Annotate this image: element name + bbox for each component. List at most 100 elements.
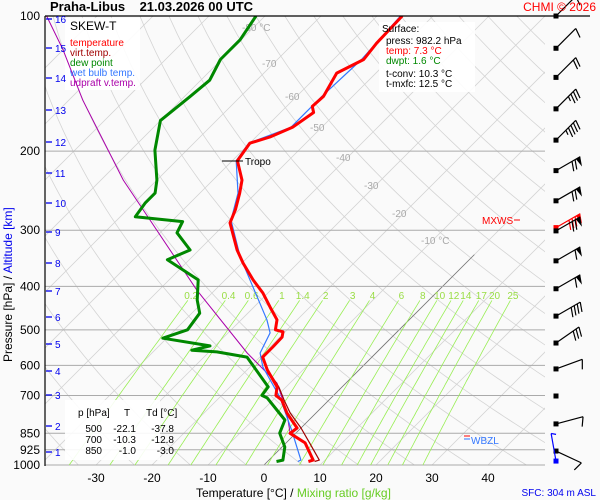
temperature-tick-label: 30 xyxy=(425,471,439,485)
wind-barb xyxy=(553,0,581,19)
pressure-tick-label: 300 xyxy=(20,223,40,237)
wind-barb-full xyxy=(570,93,576,104)
wind-barb xyxy=(553,119,581,143)
dry-adiabat-line xyxy=(197,16,545,378)
x-axis-separator: / xyxy=(287,486,297,500)
table-cell: -22.1 xyxy=(113,424,136,435)
pressure-tick-label: 500 xyxy=(20,323,40,337)
pressure-tick-label: 925 xyxy=(20,443,40,457)
virt-temp-line xyxy=(267,369,320,463)
mixing-ratio-line xyxy=(245,300,350,466)
x-axis-temperature: Temperature [°C] xyxy=(196,486,287,500)
isotherm-line xyxy=(45,16,434,405)
altitude-tick-label: 7 xyxy=(55,287,61,298)
isotherm-line xyxy=(45,16,378,349)
isotherm-label: -50 xyxy=(310,123,325,134)
table-cell: -1.0 xyxy=(119,446,137,457)
mixing-ratio-label: 1.4 xyxy=(296,291,310,302)
mixing-ratio-line xyxy=(370,300,464,466)
pressure-tick-label: 1000 xyxy=(13,458,40,472)
table-header-p: p [hPa] xyxy=(78,408,110,419)
wbzl-label: WBZL xyxy=(471,436,499,447)
wind-shaft xyxy=(555,358,583,370)
isotherm-line xyxy=(45,16,322,293)
pressure-tick-label: 700 xyxy=(20,388,40,402)
wind-barb-full xyxy=(572,91,579,101)
isotherm-label: -70 xyxy=(262,59,277,70)
legend-wet-bulb: wet bulb temp. xyxy=(69,68,135,79)
tropopause-label: Tropo xyxy=(245,157,271,168)
wind-shaft xyxy=(555,450,582,464)
surface-box xyxy=(379,22,475,92)
wind-barb-full xyxy=(574,277,578,288)
wind-barb-full xyxy=(578,326,583,337)
wind-barbs xyxy=(550,0,584,471)
wind-barb-full xyxy=(572,59,579,70)
table-row: 500 -22.1 -37.8 xyxy=(85,424,174,435)
isotherm-label: -60 xyxy=(285,92,300,103)
table-cell: 850 xyxy=(85,446,102,457)
isotherm-line xyxy=(151,71,545,466)
table-cell: -10.3 xyxy=(113,435,136,446)
x-axis-mixing-ratio: Mixing ratio [g/kg] xyxy=(297,486,391,500)
dry-adiabat-line xyxy=(226,16,545,346)
dry-adiabat-line xyxy=(342,16,545,222)
wind-shaft xyxy=(555,28,577,49)
isotherm-label: -40 xyxy=(336,153,351,164)
wind-barb xyxy=(553,358,583,372)
table-cell: -12.8 xyxy=(151,435,174,446)
surface-tmxfc: t-mxfc: 12.5 °C xyxy=(386,79,452,90)
altitude-tick-label: 14 xyxy=(55,74,67,85)
mixing-ratio-label: 0.2 xyxy=(184,291,198,302)
mixing-ratio-label: 4 xyxy=(370,291,376,302)
wind-pennant xyxy=(575,216,582,227)
wind-barb-full xyxy=(574,189,578,200)
wind-pennant xyxy=(575,274,582,285)
wind-barb-full xyxy=(575,328,580,339)
y-axis-separator: / xyxy=(1,273,15,282)
wind-barb xyxy=(553,416,584,427)
mixing-ratio-line xyxy=(167,300,280,466)
legend-title: SKEW-T xyxy=(70,19,117,33)
mixing-ratio-line xyxy=(215,300,323,466)
altitude-tick-label: 15 xyxy=(55,44,67,55)
wind-barb-full xyxy=(575,120,581,130)
wind-barb xyxy=(553,216,582,234)
mixing-ratio-label: 12 xyxy=(448,291,460,302)
isotherm-line xyxy=(45,16,154,125)
altitude-tick-label: 3 xyxy=(55,391,61,402)
wind-shaft xyxy=(555,57,577,78)
wind-barb-full xyxy=(581,416,584,427)
altitude-tick-label: 5 xyxy=(55,340,61,351)
wind-barb-full xyxy=(574,219,578,230)
mixing-ratio-line xyxy=(422,300,511,466)
temperature-line xyxy=(228,16,404,463)
surface-tconv: t-conv: 10.3 °C xyxy=(386,69,452,80)
wind-barb-half xyxy=(551,432,557,435)
table-row: 700 -10.3 -12.8 xyxy=(85,435,174,446)
isotherm-line xyxy=(207,127,545,466)
mixing-ratio-label: 0.4 xyxy=(222,291,236,302)
altitude-tick-label: 13 xyxy=(55,106,67,117)
mixing-ratio-line xyxy=(190,300,300,466)
dry-adiabat-line xyxy=(255,16,545,315)
temperature-tick-labels: -30 -20 -10 0 10 20 30 40 xyxy=(87,471,495,485)
wind-barb xyxy=(553,274,582,292)
mixing-ratio-line xyxy=(387,300,480,466)
wind-barb-full xyxy=(575,57,581,67)
table-row: 850 -1.0 -3.0 xyxy=(85,446,174,457)
altitude-tick-label: 2 xyxy=(55,422,61,433)
wind-shaft xyxy=(555,88,577,110)
wind-shaft xyxy=(550,433,557,462)
wind-barb-full xyxy=(568,220,572,231)
mixing-ratio-line xyxy=(341,300,438,466)
mxws-label: MXWS xyxy=(482,216,513,227)
mixing-ratio-label: 10 xyxy=(434,291,446,302)
pressure-tick-label: 850 xyxy=(20,426,40,440)
wind-station-dot xyxy=(553,393,559,399)
sfc-altitude: SFC: 304 m ASL xyxy=(522,488,597,499)
mixing-ratio-label: 20 xyxy=(489,291,501,302)
copyright: CHMI © 2026 xyxy=(523,0,596,14)
table-cell: -3.0 xyxy=(157,446,175,457)
